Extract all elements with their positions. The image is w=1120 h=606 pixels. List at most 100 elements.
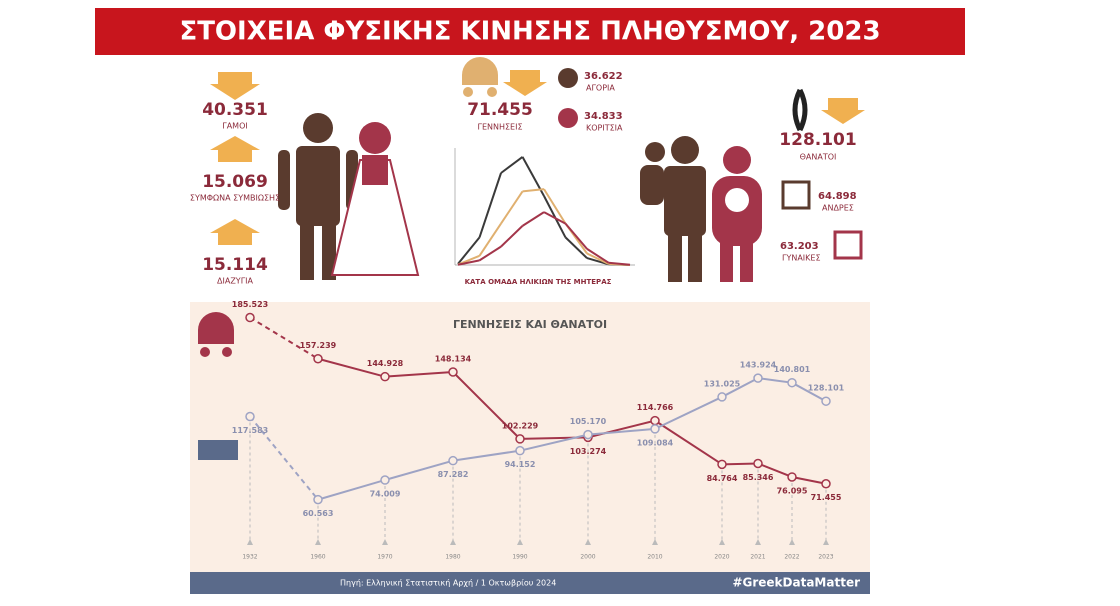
point (515, 445, 525, 456)
value-label: 60.563 (303, 509, 334, 518)
value-label: 128.101 (808, 384, 845, 393)
series-segment (543, 211, 566, 225)
point (717, 459, 727, 470)
point (245, 411, 255, 422)
series-segment (586, 252, 609, 265)
tick-triangle (247, 539, 253, 545)
stat-value: 34.833 (584, 111, 623, 122)
stat-label: ΔΙΑΖΥΓΙΑ (217, 277, 253, 286)
value-label: 185.523 (232, 300, 268, 309)
tick-triangle (755, 539, 761, 545)
stat-label: ΣΥΜΦΩΝΑ ΣΥΜΒΙΩΣΗΣ (190, 194, 280, 203)
point (313, 494, 323, 505)
series-segment (317, 357, 386, 378)
value-label: 131.025 (704, 379, 741, 388)
series-segment (457, 236, 481, 265)
series-segment (521, 211, 545, 227)
series-segment (384, 371, 454, 378)
stat-value: 36.622 (584, 71, 623, 82)
value-label: 103.274 (570, 447, 607, 456)
stat-value: 64.898 (818, 191, 857, 202)
tick-triangle (382, 539, 388, 545)
point (380, 371, 390, 382)
series-segment (384, 459, 454, 481)
series-segment (721, 462, 759, 466)
stat-label: ΑΝΔΡΕΣ (822, 204, 854, 213)
value-label: 157.239 (300, 341, 337, 350)
point (753, 373, 763, 383)
series-segment (457, 259, 480, 266)
series-segment (500, 156, 524, 174)
value-label: 102.229 (502, 421, 539, 430)
point (245, 312, 255, 323)
point (583, 429, 593, 440)
point (380, 475, 390, 485)
x-tick-label: 1980 (445, 554, 460, 561)
stat-label: ΑΓΟΡΙΑ (586, 84, 615, 93)
point (821, 478, 831, 489)
tick-triangle (823, 539, 829, 545)
tick-triangle (517, 539, 523, 545)
series-segment (564, 236, 588, 259)
point (753, 458, 763, 469)
series-segment (791, 475, 827, 485)
x-tick-label: 2020 (714, 554, 729, 561)
small-x-label: ΚΑΤΑ ΟΜΑΔΑ ΗΛΙΚΙΩΝ ΤΗΣ ΜΗΤΕΡΑΣ (465, 278, 612, 286)
series-segment (654, 396, 723, 430)
point (515, 434, 525, 444)
couple-icon (278, 113, 420, 280)
series-segment (500, 225, 524, 248)
stat-value: 128.101 (779, 130, 856, 150)
series-segment (478, 223, 502, 257)
value-label: 140.801 (774, 365, 811, 374)
value-label: 144.928 (367, 359, 404, 368)
tick-triangle (789, 539, 795, 545)
footer-bar (190, 572, 870, 594)
value-label: 76.095 (777, 486, 808, 495)
x-tick-label: 1970 (377, 554, 392, 561)
title-banner (95, 8, 965, 55)
value-label: 71.455 (811, 493, 842, 502)
stat-label: ΓΥΝΑΙΚΕΣ (782, 254, 821, 263)
page-title: ΣΤΟΙΧΕΙΑ ΦΥΣΙΚΗΣ ΚΙΝΗΣΗΣ ΠΛΗΘΥΣΜΟΥ, 2023 (179, 17, 880, 47)
series-segment (757, 462, 793, 478)
value-label: 74.009 (370, 490, 401, 499)
stat-value: 71.455 (467, 100, 533, 120)
family-icon (640, 136, 762, 282)
stat-label: ΚΟΡΙΤΣΙΑ (586, 124, 623, 133)
series-segment (478, 245, 502, 262)
series-segment (478, 172, 502, 238)
value-label: 143.924 (740, 361, 777, 370)
series-segment (452, 449, 521, 462)
series-segment (543, 188, 567, 225)
point (650, 424, 660, 434)
x-tick-label: 1960 (310, 554, 325, 561)
point (787, 472, 797, 482)
point (313, 353, 323, 364)
series-segment (791, 381, 827, 403)
pram-icon (462, 57, 498, 97)
series-segment (519, 433, 589, 452)
girl-icon (558, 108, 578, 128)
coffin-icon (198, 440, 238, 460)
x-tick-label: 1990 (512, 554, 527, 561)
stat-value: 15.114 (202, 255, 268, 275)
tick-triangle (585, 539, 591, 545)
point (650, 415, 660, 426)
series-segment (721, 377, 759, 398)
stat-label: ΓΕΝΝΗΣΕΙΣ (477, 123, 522, 132)
series-segment (522, 188, 545, 193)
tick-triangle (315, 539, 321, 545)
stat-value: 15.069 (202, 172, 268, 192)
series-segment (608, 261, 631, 266)
frame-icon (833, 230, 863, 260)
series-segment (586, 257, 609, 266)
arrow-badges (210, 70, 865, 245)
value-label: 109.084 (637, 438, 674, 447)
series-segment (564, 222, 588, 250)
x-tick-label: 2010 (647, 554, 662, 561)
pram-icon (198, 312, 234, 357)
series-segment (452, 371, 521, 440)
value-label: 148.134 (435, 355, 472, 364)
